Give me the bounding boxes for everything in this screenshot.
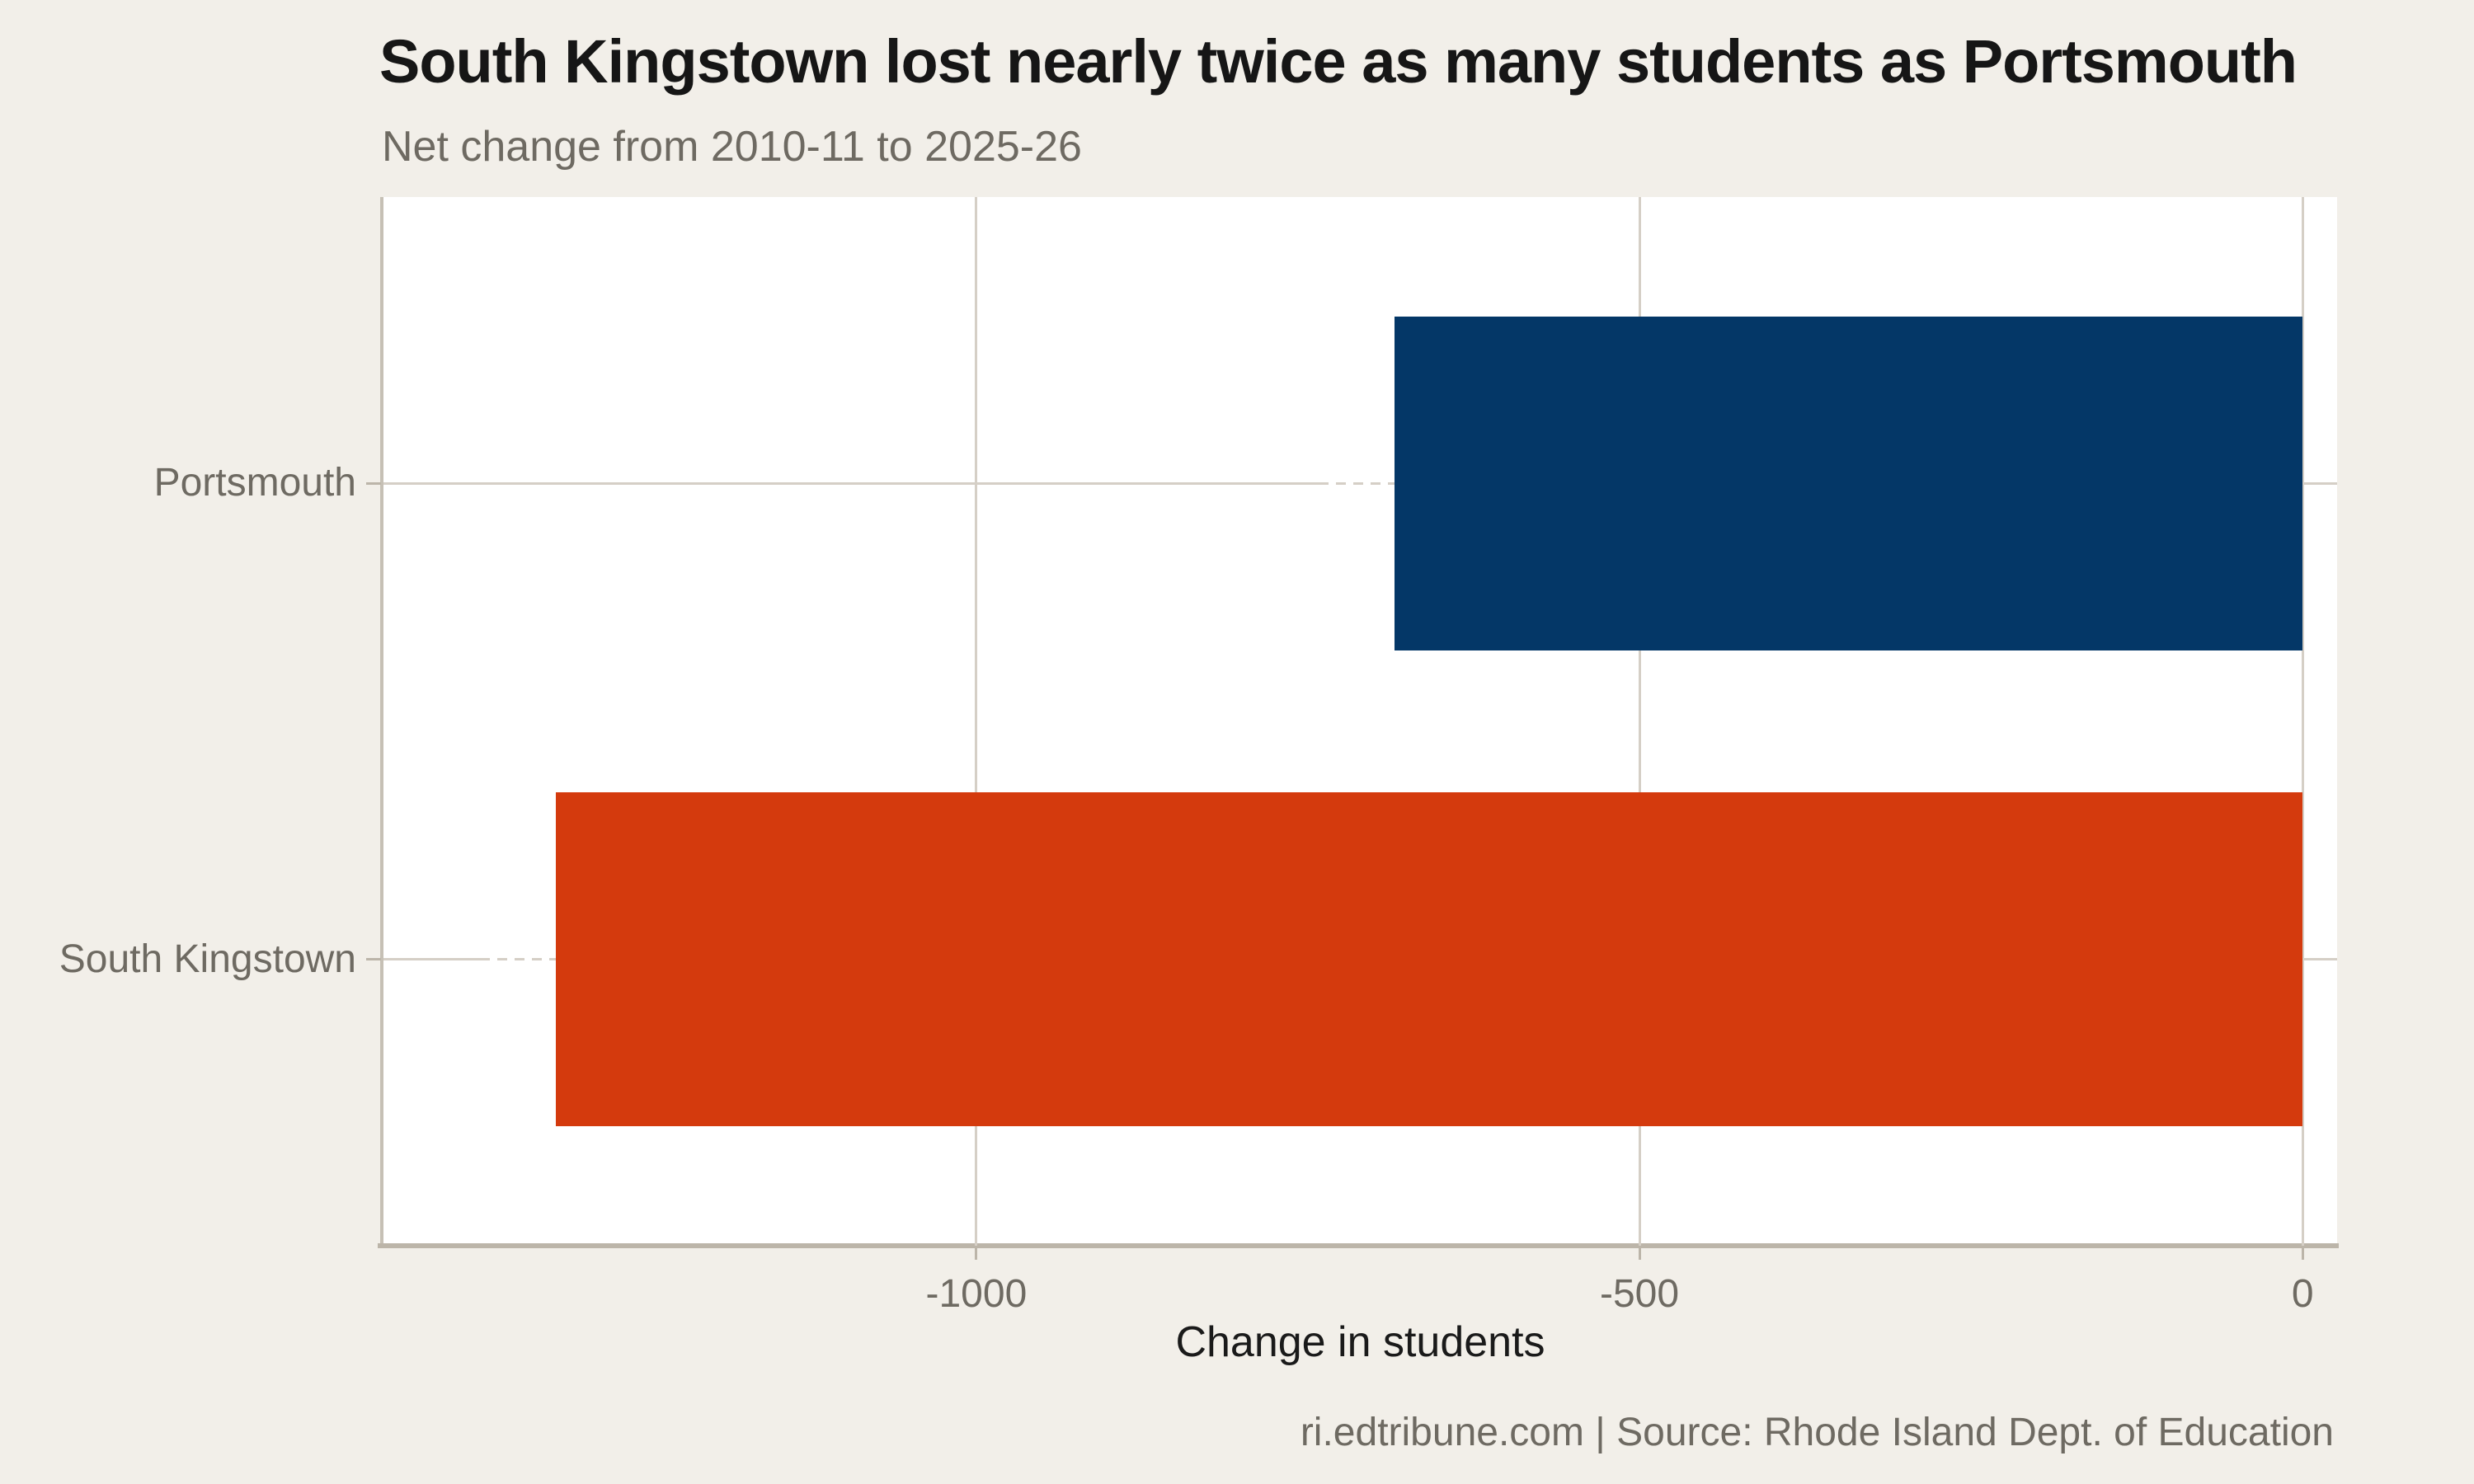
- horizontal-gridline: [2302, 958, 2337, 961]
- y-axis-tick: [366, 958, 381, 961]
- horizontal-gridline-dashed: [1318, 481, 1395, 485]
- vertical-gridline: [2301, 197, 2304, 1246]
- x-axis-line: [378, 1243, 2339, 1248]
- x-axis-tick: [1638, 1247, 1641, 1260]
- chart-caption: ri.edtribune.com | Source: Rhode Island …: [1300, 1411, 2334, 1454]
- vertical-gridline: [975, 197, 978, 1246]
- y-axis-tick: [366, 481, 381, 485]
- bar-portsmouth: [1394, 316, 2303, 650]
- horizontal-gridline: [383, 481, 1319, 485]
- x-axis-tick-label: -500: [1599, 1272, 1680, 1316]
- x-axis-title: Change in students: [1175, 1318, 1545, 1366]
- y-axis-line: [380, 197, 383, 1246]
- horizontal-gridline: [383, 958, 481, 961]
- x-axis-tick-label: -1000: [925, 1272, 1028, 1316]
- bar-south-kingstown: [556, 792, 2303, 1127]
- chart-title: South Kingstown lost nearly twice as man…: [379, 27, 2298, 96]
- x-axis-tick: [2301, 1247, 2304, 1260]
- y-axis-label: South Kingstown: [59, 937, 356, 981]
- vertical-gridline: [1638, 197, 1641, 1246]
- horizontal-gridline-dashed: [480, 958, 557, 961]
- y-axis-label: Portsmouth: [153, 461, 356, 505]
- x-axis-tick: [975, 1247, 978, 1260]
- chart-subtitle: Net change from 2010-11 to 2025-26: [382, 123, 1082, 171]
- horizontal-gridline: [2302, 481, 2337, 485]
- x-axis-tick-label: 0: [2291, 1272, 2314, 1316]
- plot-panel: [383, 197, 2337, 1246]
